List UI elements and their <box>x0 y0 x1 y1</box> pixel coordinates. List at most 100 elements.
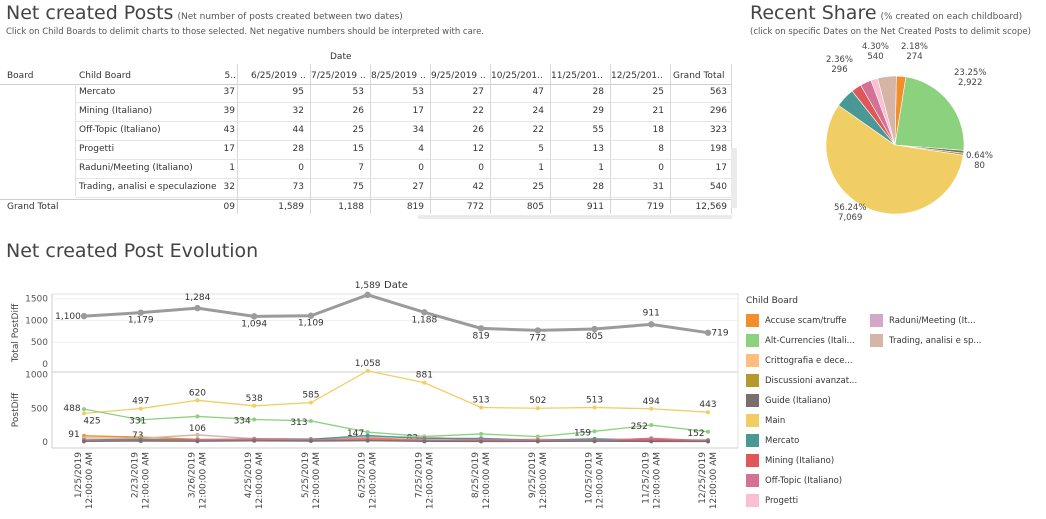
table-cell[interactable]: 31 <box>652 182 664 192</box>
series-point[interactable] <box>365 368 370 373</box>
total-series-line[interactable] <box>83 293 709 335</box>
table-cell[interactable]: 32 <box>292 106 304 116</box>
table-cell[interactable]: 53 <box>352 87 364 97</box>
table-cell[interactable]: 8 <box>658 144 664 154</box>
table-cell[interactable]: 28 <box>592 182 604 192</box>
horizontal-scrollbar[interactable] <box>418 215 732 219</box>
total-point[interactable] <box>80 312 88 320</box>
series-point[interactable] <box>252 403 257 408</box>
series-point[interactable] <box>422 380 427 385</box>
child-board-cell[interactable]: Progetti <box>79 144 115 154</box>
legend-item[interactable]: Trading, analisi e sp... <box>870 334 981 347</box>
series-point[interactable] <box>649 423 654 428</box>
table-cell[interactable]: 39 <box>223 106 235 116</box>
series-point[interactable] <box>308 439 313 444</box>
series-point[interactable] <box>706 410 710 415</box>
table-cell[interactable]: 0 <box>418 163 424 173</box>
table-cell[interactable]: 25 <box>352 125 364 135</box>
table-cell[interactable]: 34 <box>412 125 424 135</box>
recent-share-pie[interactable] <box>740 40 1040 230</box>
series-point[interactable] <box>138 438 143 443</box>
series-point[interactable] <box>649 436 654 441</box>
series-point[interactable] <box>535 439 540 444</box>
vertical-scrollbar[interactable] <box>731 148 737 208</box>
series-point[interactable] <box>365 433 370 438</box>
table-cell[interactable]: 28 <box>592 87 604 97</box>
series-point[interactable] <box>479 431 484 436</box>
legend-item[interactable]: Main <box>746 414 785 427</box>
total-point[interactable] <box>250 313 258 320</box>
series-point[interactable] <box>592 429 597 434</box>
table-cell[interactable]: 22 <box>472 106 484 116</box>
child-board-cell[interactable]: Off-Topic (Italiano) <box>79 125 161 135</box>
series-point[interactable] <box>479 439 484 444</box>
table-cell[interactable]: 95 <box>292 87 304 97</box>
date-column-header[interactable]: 5.. <box>224 71 236 81</box>
legend-item[interactable]: Raduni/Meeting (It... <box>870 314 976 327</box>
pie-slice[interactable] <box>877 75 897 146</box>
date-column-header[interactable]: 10/25/201.. <box>491 71 543 81</box>
grand-total-column-header[interactable]: Grand Total <box>673 71 725 81</box>
date-column-header[interactable]: 9/25/2019 .. <box>431 71 486 81</box>
child-board-cell[interactable]: Raduni/Meeting (Italiano) <box>79 163 193 173</box>
date-column-header[interactable]: 8/25/2019 .. <box>371 71 426 81</box>
table-cell[interactable]: 27 <box>472 87 484 97</box>
legend-item[interactable]: Accuse scam/truffe <box>746 314 847 327</box>
legend-item[interactable]: Mercato <box>746 434 799 447</box>
series-point[interactable] <box>649 439 654 444</box>
series-point[interactable] <box>706 429 710 434</box>
series-point[interactable] <box>535 406 540 411</box>
total-point[interactable] <box>477 325 485 332</box>
legend-item[interactable]: Off-Topic (Italiano) <box>746 474 842 487</box>
total-point[interactable] <box>137 309 144 316</box>
series-line[interactable] <box>83 437 709 442</box>
series-point[interactable] <box>592 405 597 410</box>
table-cell[interactable]: 47 <box>532 87 544 97</box>
table-cell[interactable]: 53 <box>412 87 424 97</box>
table-cell[interactable]: 44 <box>292 125 304 135</box>
table-cell[interactable]: 22 <box>532 125 544 135</box>
table-cell[interactable]: 13 <box>592 144 604 154</box>
series-point[interactable] <box>422 439 427 444</box>
table-cell[interactable]: 12 <box>472 144 484 154</box>
series-point[interactable] <box>82 439 86 444</box>
table-cell[interactable]: 27 <box>412 182 424 192</box>
child-board-column-header[interactable]: Child Board <box>79 71 132 81</box>
series-point[interactable] <box>365 438 370 443</box>
table-cell[interactable]: 55 <box>592 125 604 135</box>
table-cell[interactable]: 25 <box>652 87 664 97</box>
date-column-header[interactable]: 12/25/201.. <box>611 71 663 81</box>
table-cell[interactable]: 26 <box>472 125 484 135</box>
board-column-header[interactable]: Board <box>7 71 34 81</box>
series-point[interactable] <box>252 417 257 422</box>
series-point[interactable] <box>195 439 200 444</box>
table-cell[interactable]: 24 <box>532 106 544 116</box>
table-cell[interactable]: 1 <box>598 163 604 173</box>
series-line[interactable] <box>83 370 709 415</box>
table-cell[interactable]: 32 <box>223 182 235 192</box>
child-board-cell[interactable]: Mercato <box>79 87 116 97</box>
table-cell[interactable]: 26 <box>352 106 364 116</box>
series-line[interactable] <box>83 408 709 438</box>
series-point[interactable] <box>365 430 370 435</box>
table-cell[interactable]: 29 <box>592 106 604 116</box>
total-point[interactable] <box>534 327 542 334</box>
series-point[interactable] <box>195 398 200 403</box>
table-cell[interactable]: 0 <box>658 163 664 173</box>
child-board-cell[interactable]: Mining (Italiano) <box>79 106 153 116</box>
date-column-header[interactable]: 7/25/2019 .. <box>311 71 366 81</box>
series-point[interactable] <box>308 400 313 405</box>
total-point[interactable] <box>648 321 655 328</box>
table-cell[interactable]: 28 <box>292 144 304 154</box>
table-cell[interactable]: 0 <box>478 163 484 173</box>
series-point[interactable] <box>592 439 597 444</box>
total-point[interactable] <box>421 309 428 316</box>
series-point[interactable] <box>308 418 313 423</box>
table-cell[interactable]: 43 <box>223 125 235 135</box>
table-cell[interactable]: 1 <box>538 163 544 173</box>
table-cell[interactable]: 17 <box>412 106 424 116</box>
table-cell[interactable]: 42 <box>472 182 484 192</box>
series-point[interactable] <box>195 432 200 437</box>
table-cell[interactable]: 37 <box>223 87 235 97</box>
legend-item[interactable]: Crittografia e dece... <box>746 354 853 367</box>
